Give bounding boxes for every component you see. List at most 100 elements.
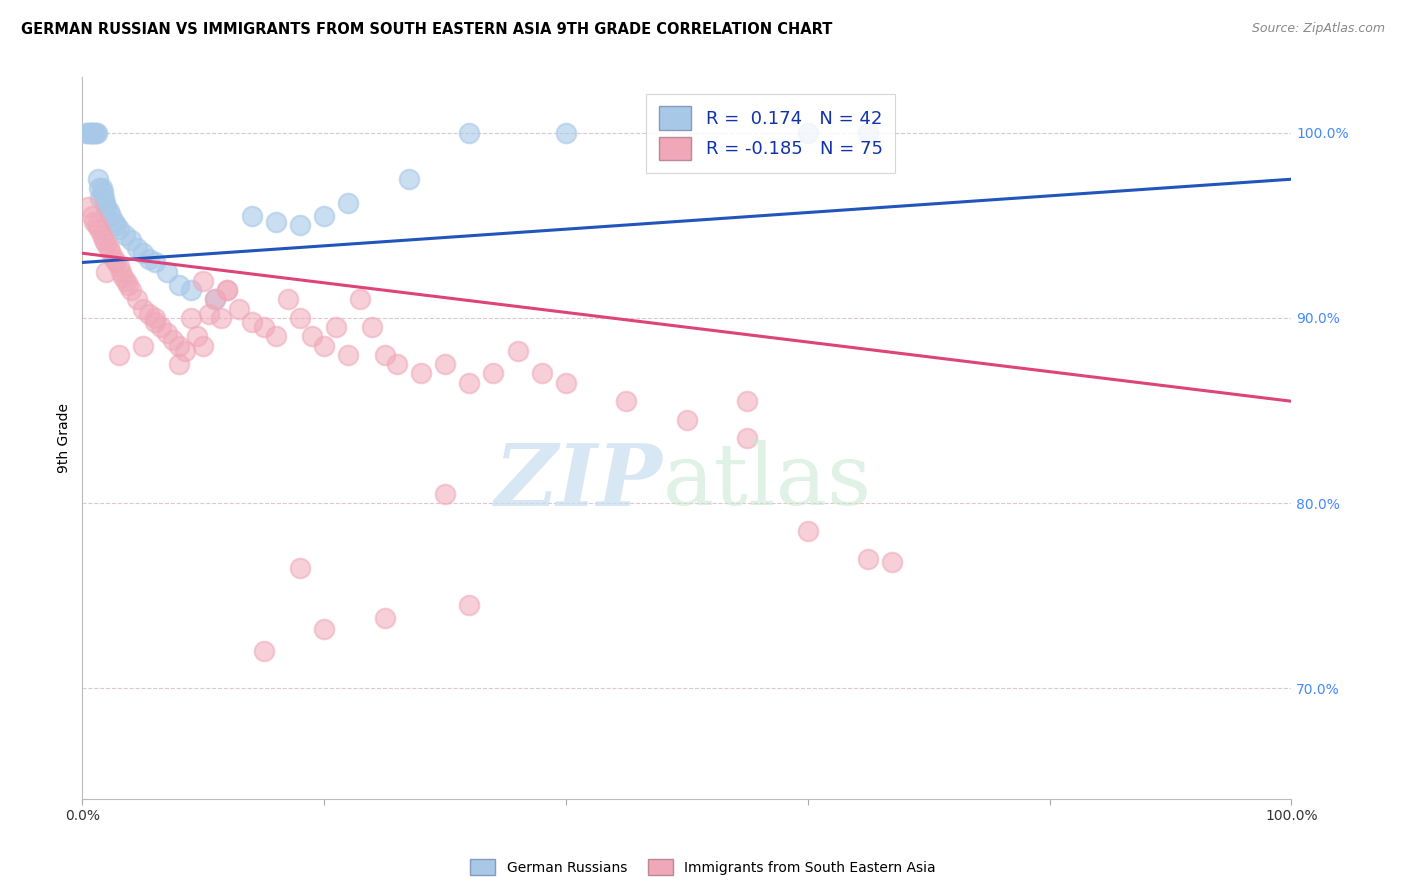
Point [105, 255, 128, 269]
Point [314, 622, 336, 636]
Point [240, 209, 263, 223]
Point [143, 255, 166, 269]
Point [97, 203, 120, 218]
Point [735, 431, 758, 445]
Point [193, 274, 215, 288]
Point [209, 310, 232, 325]
Point [337, 196, 360, 211]
Point [856, 126, 879, 140]
Point [198, 307, 221, 321]
Point [83, 215, 105, 229]
Point [434, 357, 457, 371]
Point [96, 265, 118, 279]
Point [506, 344, 529, 359]
Point [91, 185, 114, 199]
Point [149, 320, 172, 334]
Point [204, 293, 226, 307]
Point [228, 301, 250, 316]
Point [374, 348, 396, 362]
Point [107, 259, 129, 273]
Point [434, 487, 457, 501]
Point [132, 339, 155, 353]
Point [93, 191, 115, 205]
Point [180, 310, 202, 325]
Text: atlas: atlas [662, 440, 872, 523]
Point [107, 222, 129, 236]
Point [90, 227, 112, 242]
Point [132, 246, 155, 260]
Point [143, 315, 166, 329]
Point [180, 283, 202, 297]
Point [132, 301, 155, 316]
Point [277, 293, 299, 307]
Point [217, 283, 239, 297]
Point [796, 524, 818, 538]
Point [110, 265, 132, 279]
Point [93, 233, 115, 247]
Point [856, 551, 879, 566]
Point [80, 126, 103, 140]
Point [174, 344, 197, 359]
Point [162, 333, 184, 347]
Point [458, 376, 481, 390]
Text: ZIP: ZIP [495, 440, 662, 524]
Point [77, 126, 100, 140]
Point [100, 209, 122, 223]
Point [80, 209, 103, 223]
Point [167, 357, 190, 371]
Point [114, 227, 136, 242]
Point [97, 241, 120, 255]
Point [89, 191, 111, 205]
Point [240, 315, 263, 329]
Point [398, 172, 420, 186]
Point [264, 329, 287, 343]
Point [554, 126, 576, 140]
Point [120, 283, 142, 297]
Legend: R =  0.174   N = 42, R = -0.185   N = 75: R = 0.174 N = 42, R = -0.185 N = 75 [647, 94, 896, 172]
Point [186, 329, 208, 343]
Point [314, 339, 336, 353]
Point [530, 367, 553, 381]
Point [349, 293, 371, 307]
Point [77, 200, 100, 214]
Point [100, 246, 122, 260]
Point [458, 598, 481, 612]
Point [84, 126, 107, 140]
Point [96, 200, 118, 214]
Point [82, 126, 104, 140]
Point [138, 307, 160, 321]
Text: GERMAN RUSSIAN VS IMMIGRANTS FROM SOUTH EASTERN ASIA 9TH GRADE CORRELATION CHART: GERMAN RUSSIAN VS IMMIGRANTS FROM SOUTH … [21, 22, 832, 37]
Point [112, 270, 135, 285]
Point [86, 219, 108, 233]
Point [103, 215, 125, 229]
Point [156, 326, 179, 340]
Point [107, 348, 129, 362]
Point [79, 126, 101, 140]
Point [105, 219, 128, 233]
Point [103, 252, 125, 266]
Point [882, 555, 904, 569]
Point [89, 181, 111, 195]
Point [87, 172, 110, 186]
Point [86, 126, 108, 140]
Point [117, 277, 139, 292]
Point [90, 181, 112, 195]
Text: Source: ZipAtlas.com: Source: ZipAtlas.com [1251, 22, 1385, 36]
Point [796, 126, 818, 140]
Point [614, 394, 637, 409]
Point [735, 394, 758, 409]
Point [83, 126, 105, 140]
Point [264, 215, 287, 229]
Point [120, 233, 142, 247]
Point [125, 293, 148, 307]
Point [156, 265, 179, 279]
Point [288, 310, 311, 325]
Point [204, 293, 226, 307]
Point [482, 367, 505, 381]
Point [89, 222, 111, 236]
Point [80, 126, 103, 140]
Point [337, 348, 360, 362]
Point [96, 237, 118, 252]
Point [143, 310, 166, 325]
Point [167, 277, 190, 292]
